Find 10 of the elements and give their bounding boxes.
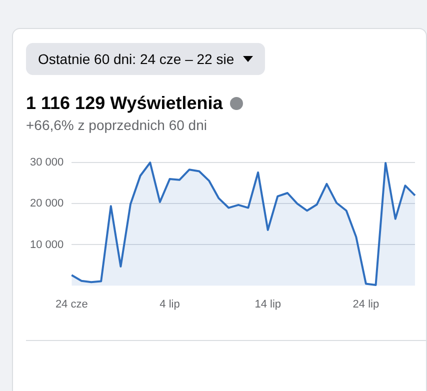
y-tick-label: 30 000 — [30, 156, 64, 169]
y-tick-label: 20 000 — [30, 198, 64, 210]
x-tick-label: 14 lip — [254, 298, 281, 310]
y-tick-label: 10 000 — [30, 238, 64, 251]
x-tick-label: 24 lip — [352, 298, 380, 310]
chart-subtitle: +66,6% z poprzednich 60 dni — [26, 117, 207, 133]
x-tick-label: 4 lip — [160, 298, 180, 310]
text: Ostatnie 60 dni: 24 cze – 22 sie — [38, 51, 234, 67]
x-tick-label: 24 cze — [55, 298, 88, 310]
chart-title: 1 116 129 Wyświetlenia — [26, 93, 223, 114]
